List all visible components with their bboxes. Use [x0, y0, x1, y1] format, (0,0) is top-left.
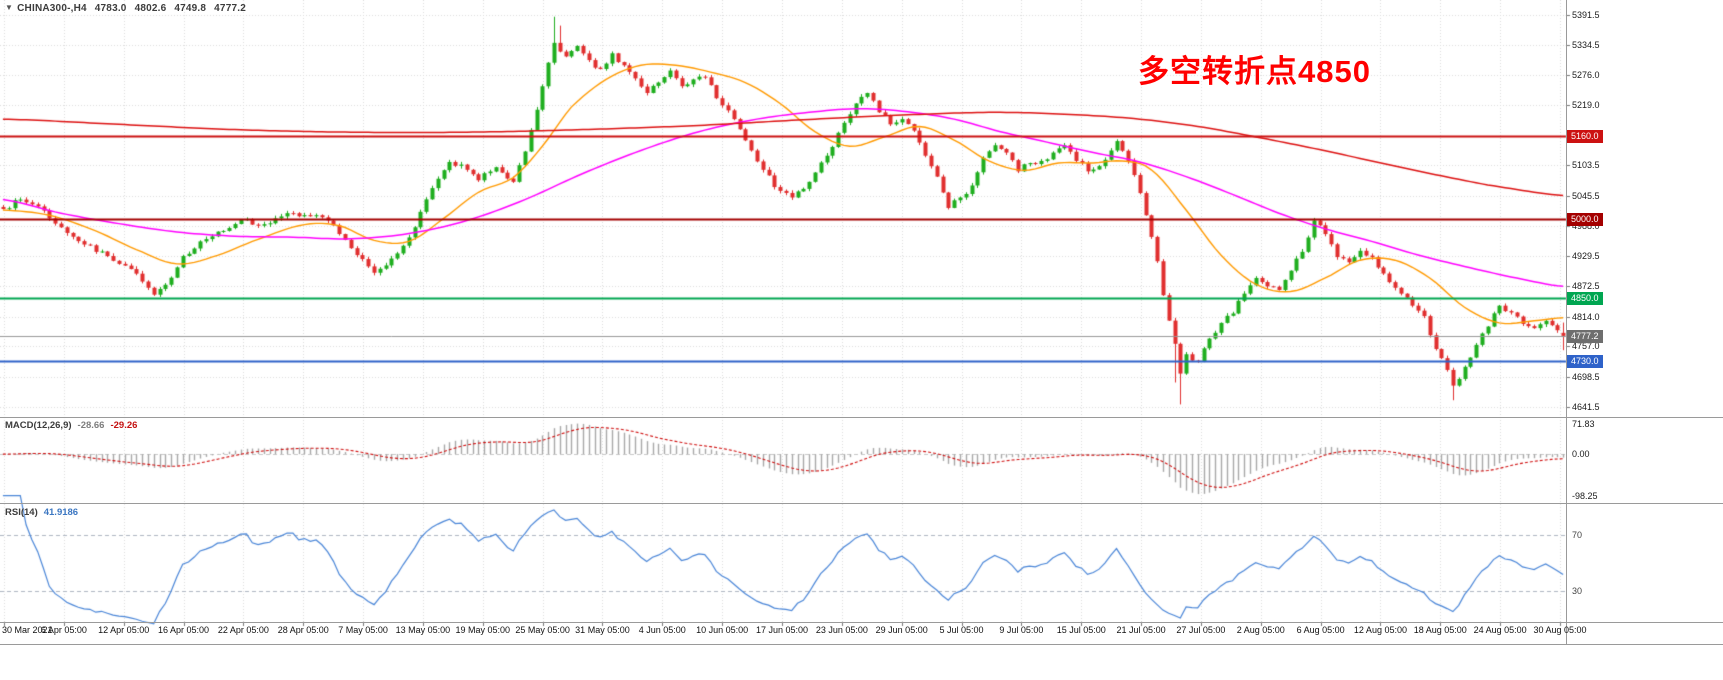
pane-separator-rsi-timeaxis[interactable]	[0, 622, 1723, 623]
price-axis-border	[1566, 0, 1567, 644]
bottom-bar	[0, 644, 1723, 680]
pane-separator-main-macd[interactable]	[0, 417, 1723, 418]
pane-separator-macd-rsi[interactable]	[0, 503, 1723, 504]
